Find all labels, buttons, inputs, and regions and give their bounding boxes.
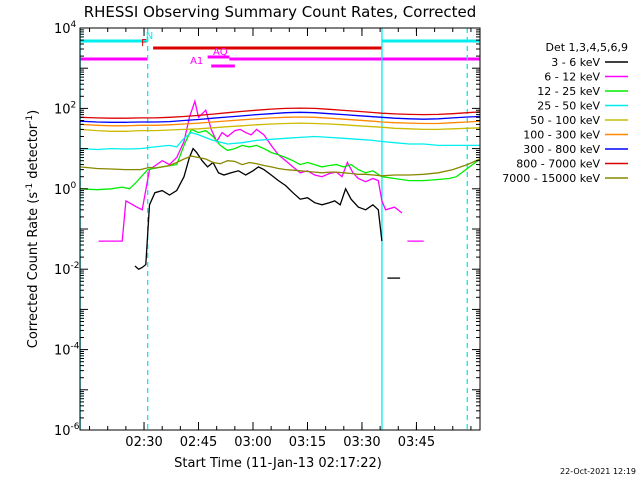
legend-label: 25 - 50 keV [537, 100, 600, 113]
legend-label: 300 - 800 keV [523, 143, 600, 156]
y-tick-label: 104 [54, 20, 77, 37]
series-lines [80, 98, 481, 279]
x-tick-label: 03:45 [398, 435, 435, 450]
y-axis-label: Corrected Count Rate (s-1 detector-1) [25, 110, 41, 348]
series-line-3 [80, 131, 480, 151]
legend-label: 3 - 6 keV [551, 56, 600, 69]
series-line-5 [80, 116, 481, 127]
y-tick-label: 100 [54, 181, 77, 198]
vertical-markers [79, 28, 468, 430]
y-tick-label: 10-6 [54, 422, 80, 439]
legend-label: 50 - 100 keV [530, 114, 600, 127]
plot-frame [79, 27, 481, 431]
timestamp: 22-Oct-2021 12:19 [560, 467, 636, 476]
flag-label-n: N [146, 31, 153, 42]
series-line-8 [80, 155, 481, 177]
y-tick-label: 10-4 [54, 342, 80, 359]
legend-title: Det 1,3,4,5,6,9 [545, 41, 628, 54]
x-tick-label: 02:30 [125, 435, 162, 450]
x-axis: 02:30 02:45 03:00 03:15 03:30 03:45 [89, 28, 472, 450]
series-line-1 [98, 98, 403, 242]
y-tick-label: 102 [54, 100, 76, 117]
flag-label-aq: AQ [213, 47, 228, 58]
series-line-6 [80, 111, 481, 123]
legend-label: 800 - 7000 keV [516, 158, 600, 171]
chart-title: RHESSI Observing Summary Count Rates, Co… [84, 3, 477, 21]
x-axis-label: Start Time (11-Jan-13 02:17:22) [174, 456, 382, 471]
legend-label: 100 - 300 keV [523, 129, 600, 142]
flag-label-a1: A1 [190, 56, 203, 67]
legend-label: 12 - 25 keV [537, 85, 600, 98]
x-tick-label: 03:15 [289, 435, 326, 450]
legend-label: 6 - 12 keV [544, 71, 600, 84]
series-line-7 [80, 107, 481, 119]
legend-label: 7000 - 15000 keV [502, 172, 600, 185]
flag-label-f: F [141, 38, 147, 49]
y-axis: 10-6 10-4 10-2 100 102 104 [54, 20, 480, 439]
series-line-0 [134, 147, 383, 270]
flag-bars: NF AQ A1 [80, 31, 480, 68]
y-tick-label: 10-2 [54, 261, 80, 278]
x-tick-label: 03:30 [343, 435, 380, 450]
x-tick-label: 02:45 [180, 435, 217, 450]
series-line-4 [80, 122, 481, 132]
x-tick-label: 03:00 [234, 435, 271, 450]
